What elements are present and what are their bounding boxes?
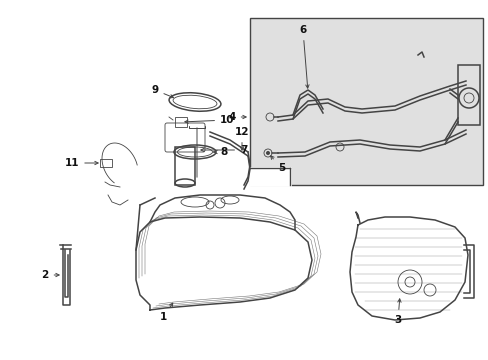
Text: 10: 10 [184, 115, 234, 125]
Bar [100, 159, 112, 167]
Bar [175, 147, 195, 185]
Bar [457, 65, 479, 125]
Text: 2: 2 [41, 270, 59, 280]
Text: 11: 11 [64, 158, 98, 168]
Text: 1: 1 [159, 303, 172, 322]
Text: 5: 5 [270, 156, 285, 173]
Text: 12: 12 [234, 127, 249, 150]
Text: 4: 4 [228, 112, 245, 122]
Bar [249, 18, 482, 185]
Bar [175, 117, 186, 127]
Text: 9: 9 [151, 85, 173, 98]
Polygon shape [249, 168, 289, 185]
Text: 8: 8 [213, 147, 227, 157]
Text: 7: 7 [201, 145, 247, 155]
Text: 6: 6 [299, 25, 308, 88]
Text: 3: 3 [393, 299, 401, 325]
Circle shape [265, 151, 269, 155]
